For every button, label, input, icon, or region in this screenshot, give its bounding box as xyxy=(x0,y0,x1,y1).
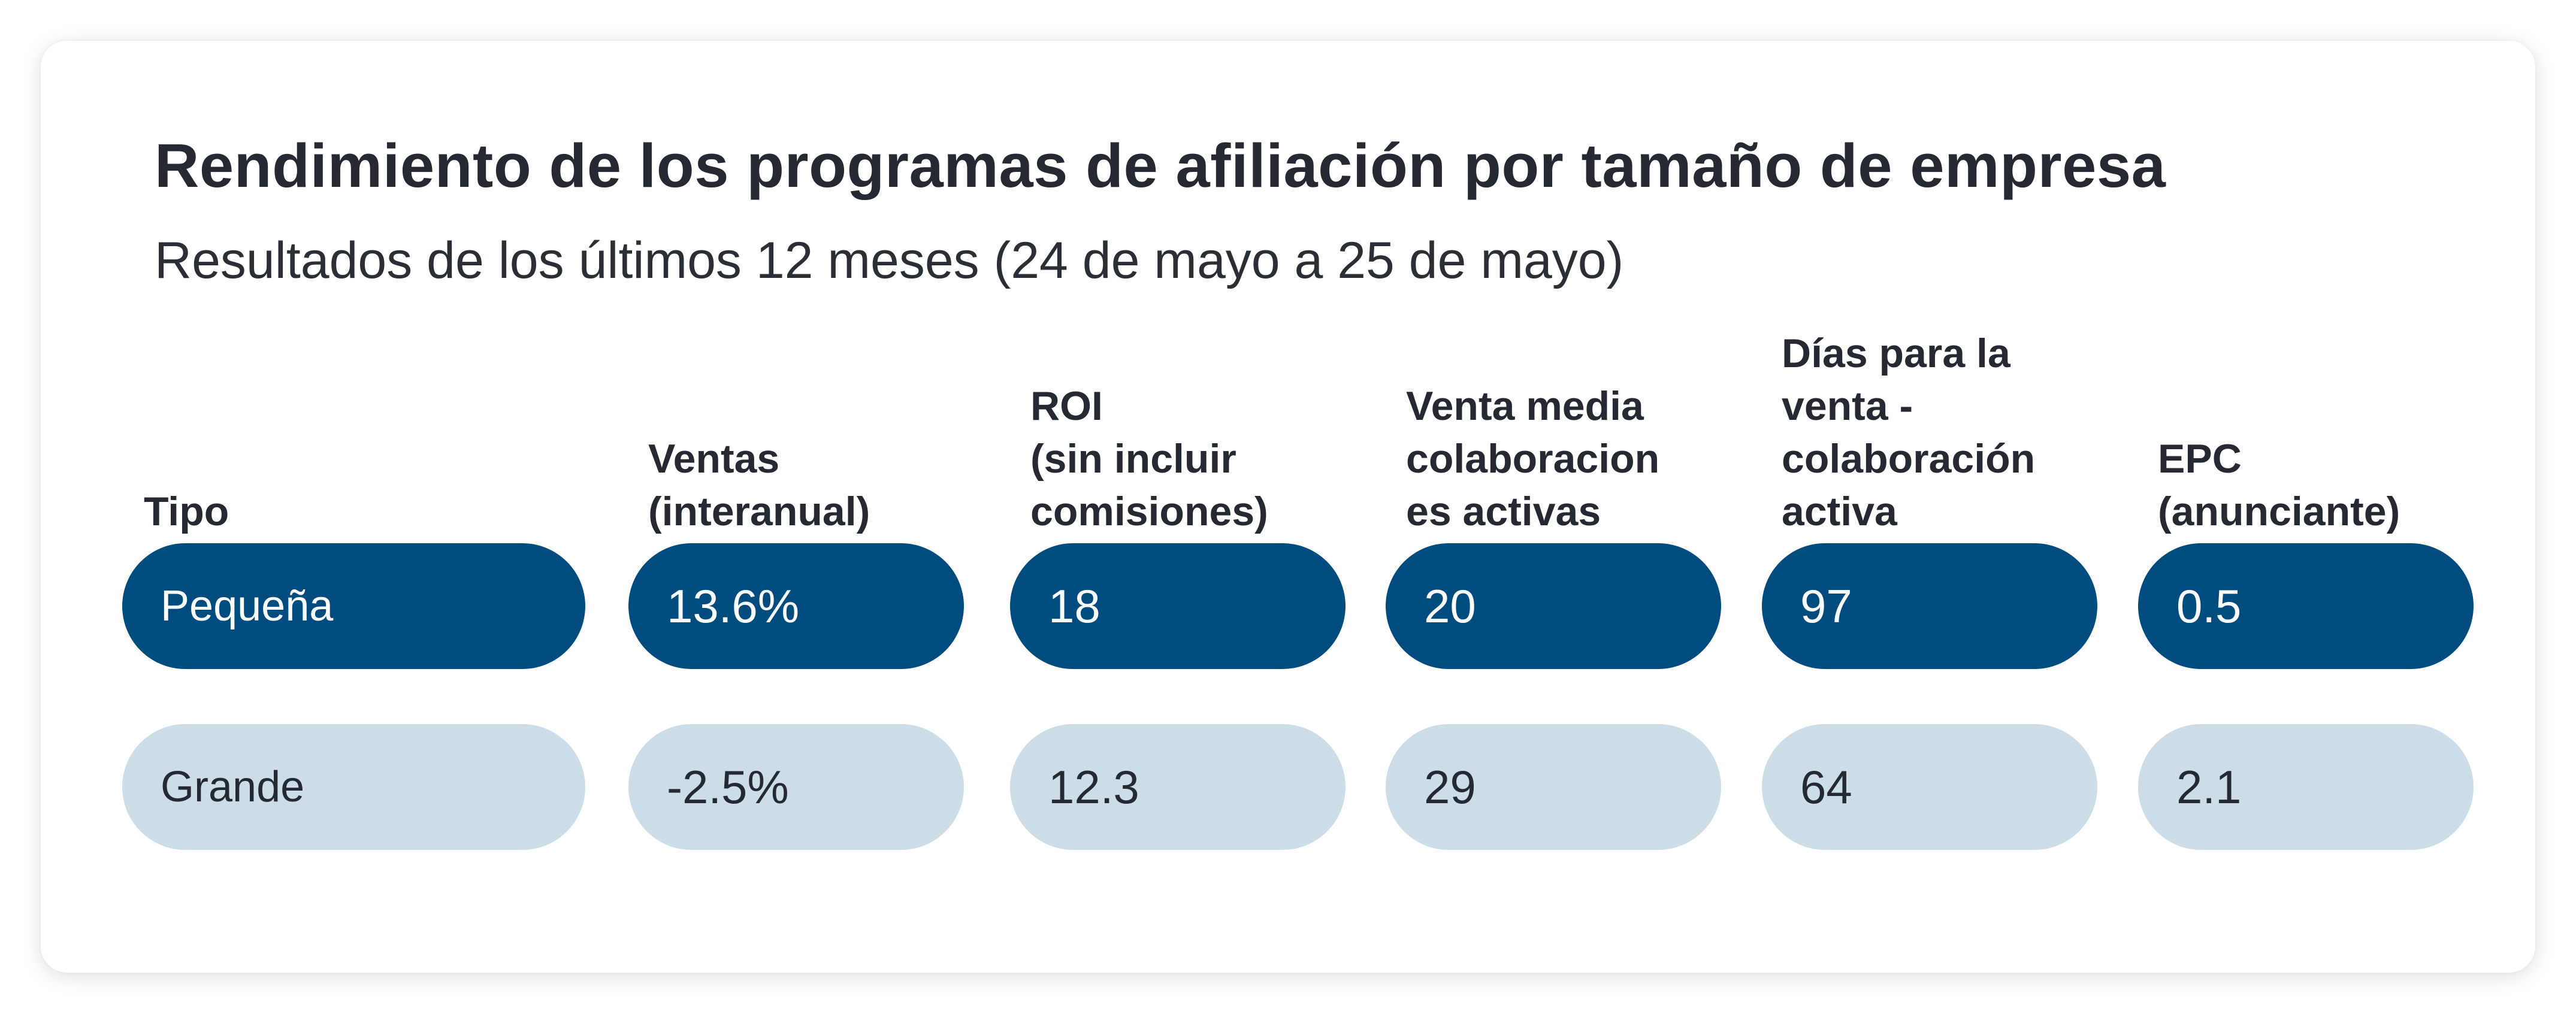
column-header-line: colaboración xyxy=(1782,436,2036,482)
column-header-venta-media: Venta media colaboracion es activas xyxy=(1406,322,1765,538)
column-header-line: comisiones) xyxy=(1030,489,1268,534)
column-header-line: colaboracion xyxy=(1406,436,1660,482)
table-cell-ventas: 13.6% xyxy=(628,543,964,669)
chart-title: Rendimiento de los programas de afiliaci… xyxy=(155,131,2166,200)
column-header-line: (anunciante) xyxy=(2158,489,2400,534)
row-label-cell: Pequeña xyxy=(122,543,585,669)
table-cell-venta-media: 20 xyxy=(1386,543,1721,669)
table-cell-dias: 97 xyxy=(1762,543,2097,669)
column-header-line: (interanual) xyxy=(648,489,870,534)
column-header-line: (sin incluir xyxy=(1030,436,1236,482)
row-label-cell: Grande xyxy=(122,724,585,850)
column-header-line: Tipo xyxy=(144,489,229,534)
column-header-line: Días para la xyxy=(1782,331,2010,376)
chart-subtitle: Resultados de los últimos 12 meses (24 d… xyxy=(155,232,1624,289)
table-header-row: Tipo Ventas (interanual) ROI (sin incluir com… xyxy=(41,322,2535,538)
column-header-line: Ventas xyxy=(648,436,780,482)
table-cell-epc: 2.1 xyxy=(2138,724,2474,850)
table-cell-ventas: -2.5% xyxy=(628,724,964,850)
column-header-line: EPC xyxy=(2158,436,2242,482)
table-cell-epc: 0.5 xyxy=(2138,543,2474,669)
column-header-tipo: Tipo xyxy=(144,322,503,538)
table-cell-dias: 64 xyxy=(1762,724,2097,850)
column-header-dias: Días para la venta - colaboración activa xyxy=(1782,322,2141,538)
column-header-roi: ROI (sin incluir comisiones) xyxy=(1030,322,1390,538)
column-header-line: Venta media xyxy=(1406,383,1644,429)
column-header-epc: EPC (anunciante) xyxy=(2158,322,2517,538)
column-header-line: es activas xyxy=(1406,489,1601,534)
column-header-line: ROI xyxy=(1030,383,1103,429)
table-cell-roi: 18 xyxy=(1010,543,1346,669)
table-cell-venta-media: 29 xyxy=(1386,724,1721,850)
column-header-line: activa xyxy=(1782,489,1897,534)
column-header-line: venta - xyxy=(1782,383,1913,429)
table-cell-roi: 12.3 xyxy=(1010,724,1346,850)
chart-card: Rendimiento de los programas de afiliaci… xyxy=(41,41,2535,973)
column-header-ventas: Ventas (interanual) xyxy=(648,322,1008,538)
